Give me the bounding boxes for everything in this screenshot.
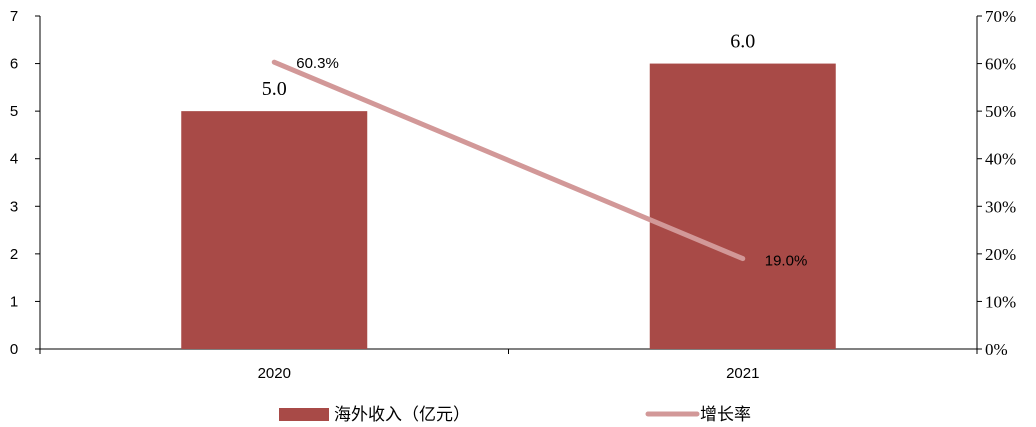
growth-line xyxy=(271,59,746,262)
y-tick-left-label: 5 xyxy=(10,103,18,120)
legend-swatch-bar xyxy=(279,408,329,421)
y-tick-left-label: 3 xyxy=(10,198,18,215)
bar xyxy=(181,111,368,350)
y-tick-left-label: 2 xyxy=(10,246,18,263)
y-tick-right-label: 20% xyxy=(985,245,1016,264)
bar-value-label: 5.0 xyxy=(262,78,287,100)
y-tick-left-label: 4 xyxy=(10,151,18,168)
x-tick-label: 2020 xyxy=(258,365,291,382)
legend-label-bar: 海外收入（亿元） xyxy=(334,405,470,425)
y-tick-right-label: 30% xyxy=(985,197,1016,216)
y-tick-left-label: 1 xyxy=(10,293,18,310)
bar xyxy=(649,63,836,349)
y-tick-right-label: 50% xyxy=(985,102,1016,121)
line-value-label: 60.3% xyxy=(296,55,339,72)
x-tick-label: 2021 xyxy=(726,365,759,382)
legend: 海外收入（亿元） 增长率 xyxy=(279,405,751,425)
y-tick-left-label: 0 xyxy=(10,341,18,358)
y-tick-right-label: 70% xyxy=(985,7,1016,26)
growth-line-path xyxy=(271,59,746,262)
bars xyxy=(181,63,836,350)
line-value-label: 19.0% xyxy=(765,253,808,270)
y-tick-right-label: 0% xyxy=(985,340,1008,359)
y-tick-left-label: 6 xyxy=(10,56,18,73)
y-tick-right-label: 40% xyxy=(985,150,1016,169)
bar-value-label: 6.0 xyxy=(730,31,755,53)
data-labels: 5.0 6.0 60.3% 19.0% xyxy=(262,31,808,270)
y-tick-right-label: 60% xyxy=(985,55,1016,74)
y-tick-left-label: 7 xyxy=(10,8,18,25)
legend-label-line: 增长率 xyxy=(700,405,751,425)
y-tick-right-label: 10% xyxy=(985,292,1016,311)
